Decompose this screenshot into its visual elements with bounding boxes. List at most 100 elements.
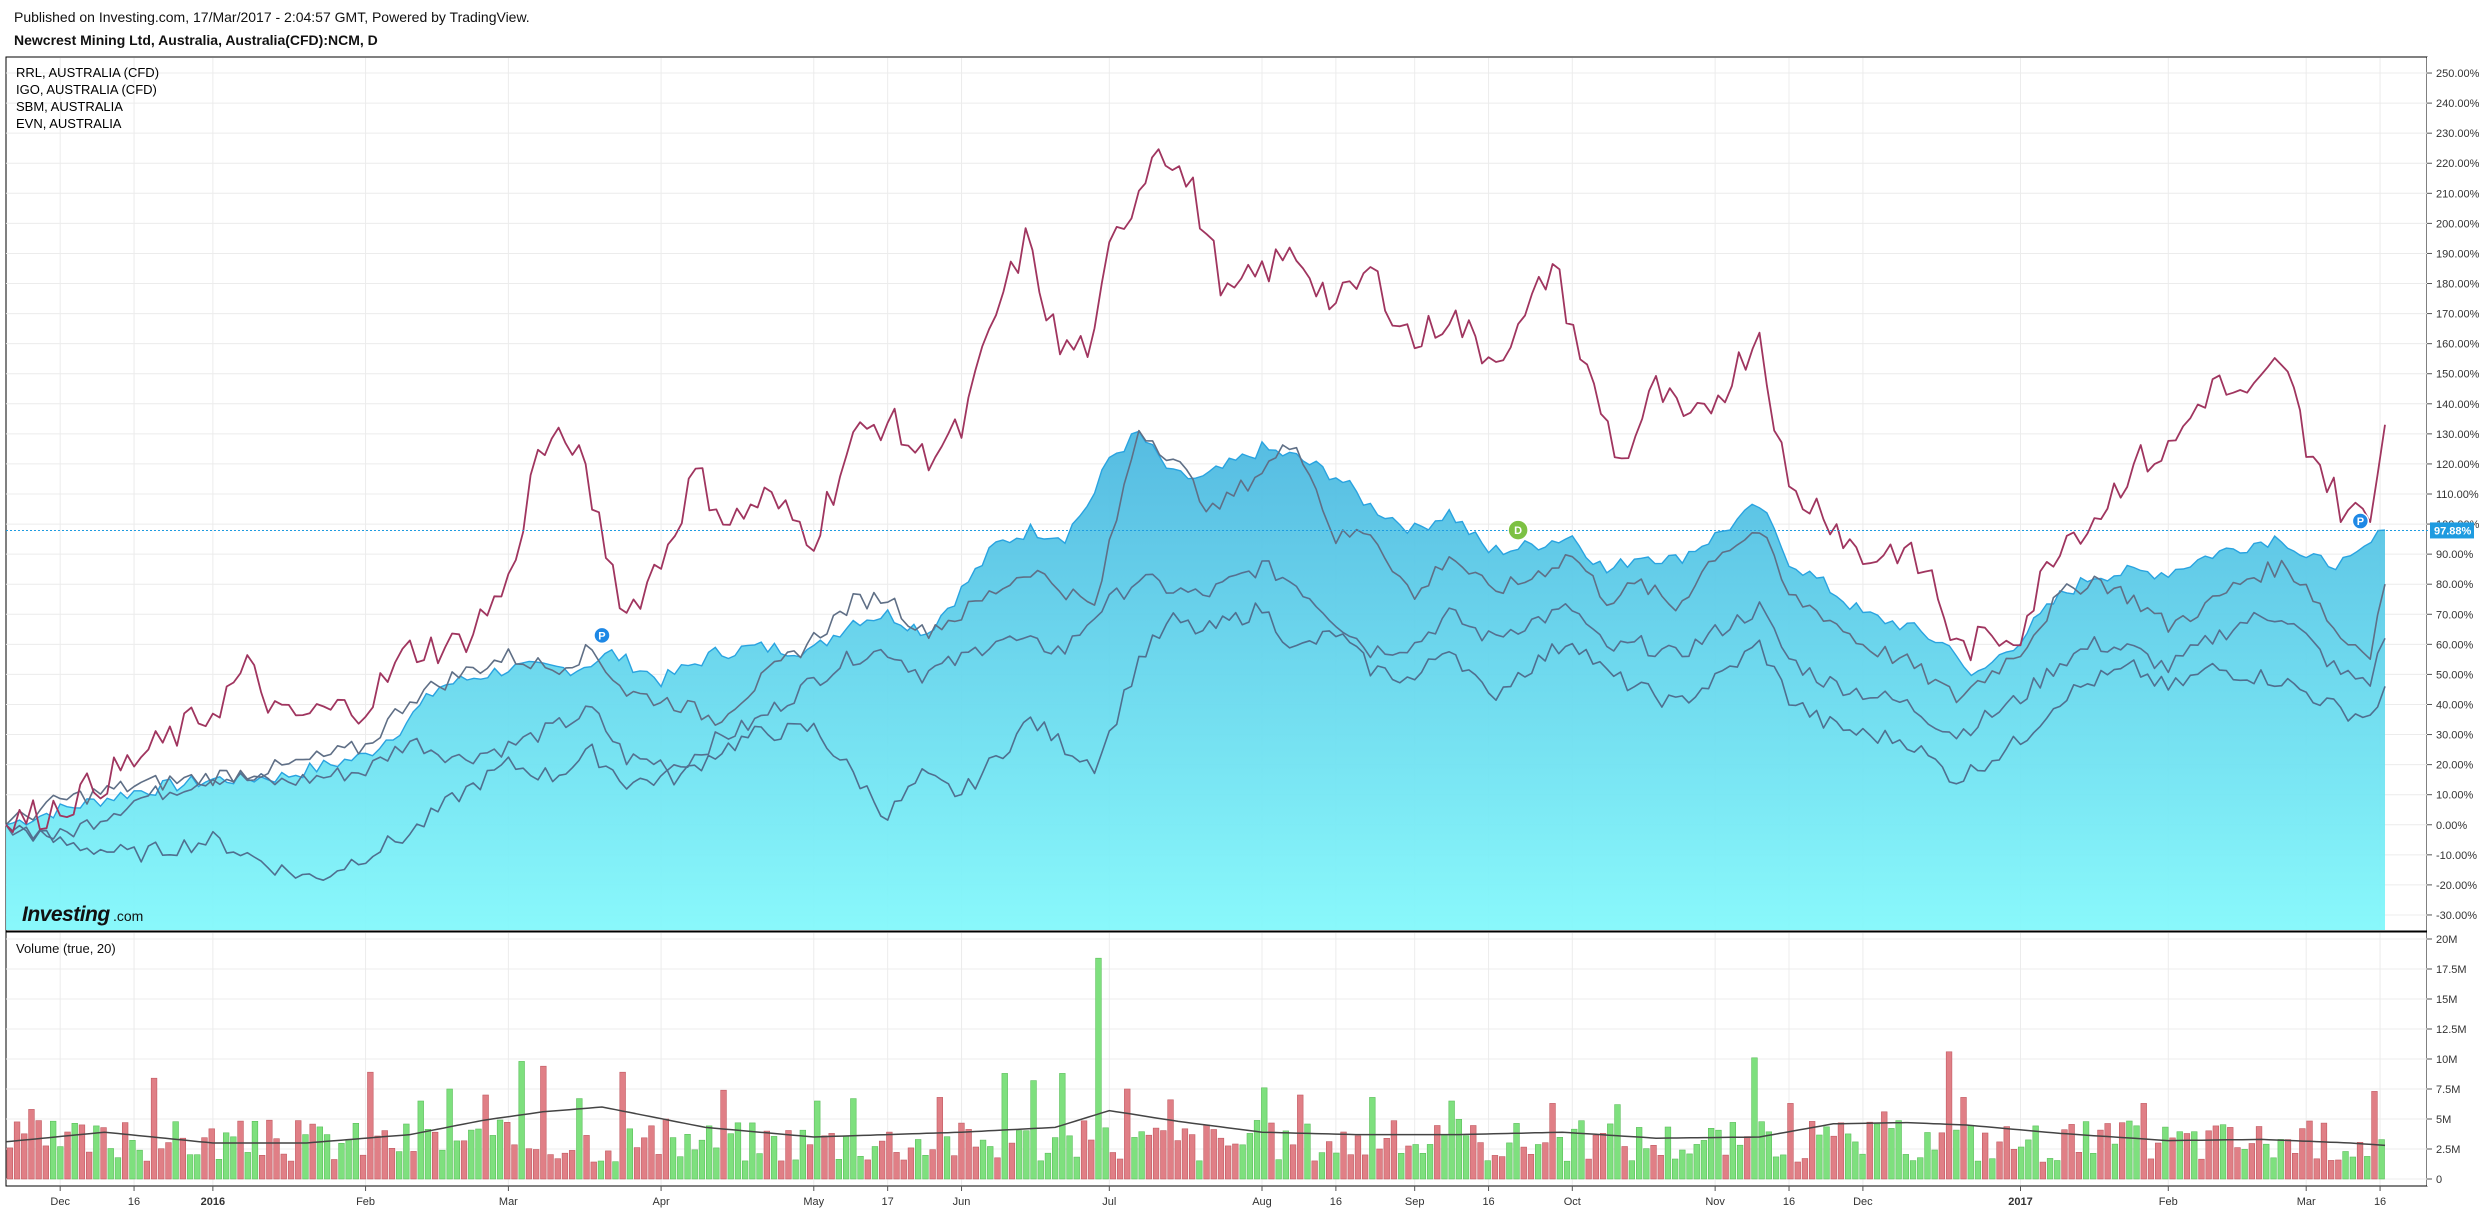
volume-bar xyxy=(460,1140,468,1180)
volume-bar xyxy=(1131,1137,1138,1180)
volume-bar xyxy=(1664,1126,1672,1180)
volume-bar xyxy=(359,1154,367,1180)
volume-bar xyxy=(705,1125,713,1180)
volume-bar xyxy=(1008,1142,1016,1180)
price-axis-label: 30.00% xyxy=(2436,730,2474,742)
volume-bar xyxy=(1462,1135,1470,1180)
volume-bar xyxy=(1484,1160,1491,1180)
price-axis-label: 70.00% xyxy=(2436,609,2474,621)
volume-bar xyxy=(35,1120,42,1180)
volume-bar xyxy=(129,1140,136,1180)
volume-bar xyxy=(1592,1134,1599,1180)
volume-bar xyxy=(886,1131,893,1180)
volume-bar xyxy=(2032,1125,2039,1180)
volume-bar xyxy=(2299,1128,2306,1180)
volume-bar xyxy=(1599,1133,1607,1180)
volume-bar xyxy=(215,1159,223,1180)
volume-bar xyxy=(2140,1103,2147,1180)
volume-bar xyxy=(1982,1132,1989,1180)
volume-bar xyxy=(2219,1124,2227,1180)
price-axis-label: 10.00% xyxy=(2436,790,2474,802)
volume-bar xyxy=(1585,1158,1592,1180)
volume-bar xyxy=(1347,1154,1354,1180)
volume-bar xyxy=(201,1137,208,1180)
volume-bar xyxy=(1996,1141,2003,1180)
volume-bar xyxy=(57,1146,64,1180)
volume-bar xyxy=(2255,1126,2263,1180)
volume-bar xyxy=(648,1125,655,1180)
volume-bar xyxy=(756,1153,763,1180)
volume-bar xyxy=(698,1139,706,1180)
volume-bar xyxy=(1859,1153,1866,1180)
volume-bar xyxy=(49,1120,57,1180)
volume-bar xyxy=(417,1100,424,1180)
volume-bar xyxy=(424,1129,432,1180)
series-line-rrl xyxy=(5,148,2386,834)
volume-bar xyxy=(309,1123,316,1180)
volume-bar xyxy=(785,1130,792,1180)
price-axis-label: 20.00% xyxy=(2436,760,2474,772)
price-axis-label: 160.00% xyxy=(2436,339,2480,351)
volume-bar xyxy=(1621,1146,1628,1180)
volume-bar xyxy=(1470,1125,1477,1180)
volume-bar xyxy=(1311,1160,1318,1180)
volume-bar xyxy=(1376,1148,1383,1180)
volume-bar xyxy=(1549,1103,1556,1180)
volume-bar xyxy=(907,1147,915,1180)
volume-bar xyxy=(1736,1144,1744,1180)
volume-bar xyxy=(21,1133,28,1180)
price-axis-label: 90.00% xyxy=(2436,549,2474,561)
volume-bar xyxy=(6,1147,13,1180)
volume-bar xyxy=(1636,1127,1643,1180)
volume-bar xyxy=(1066,1135,1073,1180)
price-axis-label: 110.00% xyxy=(2436,489,2479,501)
volume-bar xyxy=(302,1134,309,1180)
volume-bar xyxy=(374,1135,381,1180)
volume-bar xyxy=(2104,1123,2111,1180)
volume-bar xyxy=(165,1142,172,1180)
volume-bar xyxy=(2090,1153,2097,1180)
volume-bar xyxy=(511,1144,518,1180)
volume-bar xyxy=(2147,1158,2155,1180)
volume-bar xyxy=(1845,1133,1852,1180)
volume-bar xyxy=(345,1139,352,1180)
volume-bar xyxy=(1772,1156,1780,1180)
volume-bar xyxy=(2328,1160,2335,1180)
volume-bar xyxy=(1823,1126,1830,1180)
published-note: Published on Investing.com, 17/Mar/2017 … xyxy=(14,9,530,25)
volume-bar xyxy=(1571,1128,1578,1180)
volume-bar xyxy=(669,1137,677,1180)
volume-bar xyxy=(1780,1154,1787,1180)
volume-bar xyxy=(684,1134,691,1180)
price-axis-label: 240.00% xyxy=(2436,98,2480,110)
legend: RRL, AUSTRALIA (CFD) IGO, AUSTRALIA (CFD… xyxy=(16,65,159,131)
price-axis-label: 200.00% xyxy=(2436,218,2480,230)
volume-bar xyxy=(1390,1120,1398,1180)
volume-bar xyxy=(1419,1153,1426,1180)
volume-bar xyxy=(655,1154,662,1180)
volume-bar xyxy=(1398,1153,1405,1180)
volume-bar xyxy=(2133,1125,2140,1180)
volume-bar xyxy=(388,1148,396,1180)
volume-bar xyxy=(2342,1151,2349,1180)
volume-bar xyxy=(1340,1131,1347,1180)
time-axis-label: Feb xyxy=(2159,1196,2178,1208)
volume-axis-label: 10M xyxy=(2436,1054,2457,1066)
volume-bar xyxy=(1095,957,1102,1180)
volume-bars-layer xyxy=(6,957,2385,1180)
price-axis-label: 120.00% xyxy=(2436,459,2480,471)
volume-bar xyxy=(194,1154,201,1180)
price-axis-label: 150.00% xyxy=(2436,369,2480,381)
volume-bar xyxy=(1044,1152,1052,1180)
volume-bar xyxy=(2378,1139,2385,1180)
volume-bar xyxy=(2335,1159,2342,1180)
volume-bar xyxy=(1909,1160,1917,1180)
volume-bar xyxy=(2241,1149,2248,1180)
volume-bar xyxy=(1333,1152,1340,1180)
volume-bar xyxy=(179,1137,186,1180)
volume-bar xyxy=(1138,1131,1145,1180)
event-marker-p xyxy=(2351,512,2370,530)
volume-bar xyxy=(1448,1100,1455,1180)
volume-axis-label: 7.5M xyxy=(2436,1084,2460,1096)
volume-bar xyxy=(1088,1139,1095,1180)
